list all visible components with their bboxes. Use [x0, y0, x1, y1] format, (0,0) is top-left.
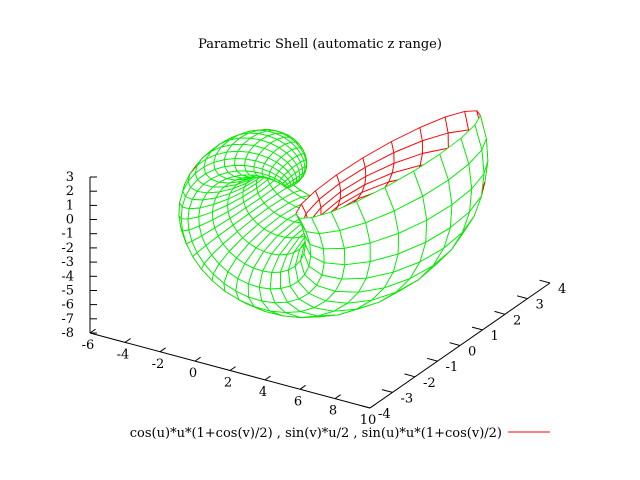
z-tick-label: -4 — [61, 269, 74, 284]
z-tick-label: 2 — [66, 184, 74, 199]
x-tick-label: 8 — [329, 404, 337, 419]
surface-facet — [269, 271, 282, 290]
x-axis-ticks: -6 -4 -2 0 2 4 6 8 10 — [82, 328, 377, 428]
z-tick-label: 0 — [66, 213, 74, 228]
x-tick-mark — [89, 328, 96, 334]
x-tick-label: 2 — [224, 376, 232, 391]
x-tick-label: -2 — [152, 357, 165, 372]
z-tick-label: -8 — [61, 326, 74, 341]
y-tick-label: 1 — [491, 329, 499, 344]
z-tick-label: -7 — [61, 312, 74, 327]
x-tick-label: 0 — [189, 366, 197, 381]
y-tick-label: 0 — [468, 345, 476, 360]
y-tick-label: -4 — [378, 407, 391, 422]
z-tick-label: -2 — [61, 241, 74, 256]
x-tick-label: 4 — [259, 385, 267, 400]
x-tick-label: 6 — [294, 394, 302, 409]
z-tick-label: 1 — [66, 198, 74, 213]
x-tick-label: -4 — [117, 347, 130, 362]
surface-facet — [323, 247, 346, 266]
y-tick-label: 2 — [513, 313, 521, 328]
y-tick-mark — [359, 404, 371, 409]
x-tick-mark — [299, 384, 306, 390]
shell-surface — [178, 110, 489, 318]
chart-title: Parametric Shell (automatic z range) — [198, 37, 442, 52]
z-tick-label: -5 — [61, 284, 74, 299]
y-tick-mark — [494, 310, 506, 315]
x-tick-mark — [159, 347, 166, 353]
z-tick-label: -1 — [61, 227, 74, 242]
y-tick-mark — [426, 357, 438, 362]
x-tick-mark — [334, 394, 341, 400]
legend-label: cos(u)*u*(1+cos(v)/2) , sin(v)*u/2 , sin… — [130, 426, 502, 441]
x-tick-label: 10 — [360, 413, 377, 428]
y-tick-label: -3 — [401, 391, 414, 406]
z-tick-label: -6 — [61, 298, 74, 313]
y-tick-label: -1 — [446, 360, 459, 375]
z-tick-label: -3 — [61, 255, 74, 270]
surface-facet — [234, 158, 246, 166]
x-tick-label: -6 — [82, 338, 95, 353]
y-tick-mark — [471, 326, 483, 331]
y-tick-mark — [381, 389, 393, 393]
z-tick-label: 3 — [66, 170, 74, 185]
y-tick-label: -2 — [423, 376, 436, 391]
x-tick-mark — [229, 366, 236, 371]
y-tick-mark — [539, 279, 551, 284]
y-tick-label: 3 — [536, 298, 544, 313]
y-tick-mark — [404, 373, 416, 378]
y-tick-label: 4 — [558, 282, 566, 297]
x-tick-mark — [264, 375, 271, 381]
x-tick-mark — [194, 356, 201, 362]
y-tick-mark — [449, 342, 461, 346]
y-tick-mark — [516, 295, 528, 300]
x-tick-mark — [369, 403, 376, 409]
surface-facet — [311, 211, 341, 235]
x-tick-mark — [124, 338, 131, 343]
